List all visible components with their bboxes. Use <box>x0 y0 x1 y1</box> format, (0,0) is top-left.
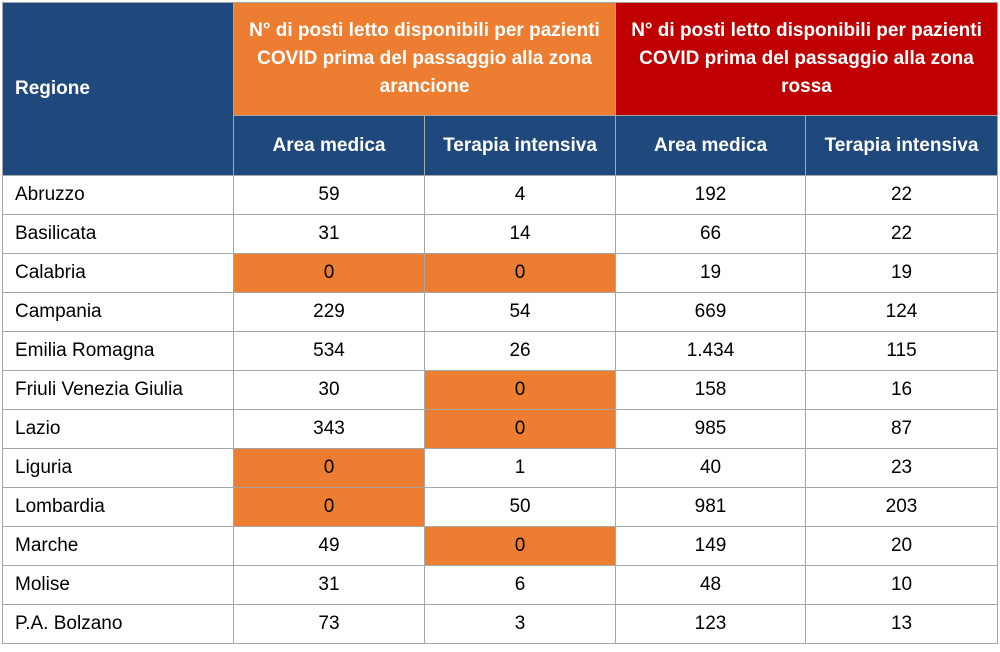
orange-area-medica-cell: 49 <box>233 526 425 566</box>
table-row: Liguria 0 1 40 23 <box>2 448 999 488</box>
red-area-medica-cell: 985 <box>615 409 807 449</box>
red-terapia-intensiva-cell: 13 <box>805 604 999 644</box>
orange-area-medica-header: Area medica <box>233 115 425 176</box>
orange-area-medica-cell: 0 <box>233 448 425 488</box>
red-terapia-intensiva-cell: 203 <box>805 487 999 527</box>
red-area-medica-cell: 19 <box>615 253 807 293</box>
red-area-medica-cell: 123 <box>615 604 807 644</box>
orange-terapia-intensiva-cell: 0 <box>423 526 617 566</box>
table-row: Molise 31 6 48 10 <box>2 565 999 605</box>
orange-area-medica-cell: 30 <box>233 370 425 410</box>
orange-terapia-intensiva-cell: 0 <box>423 409 617 449</box>
region-cell: Abruzzo <box>2 175 234 215</box>
region-cell: Campania <box>2 292 234 332</box>
red-area-medica-cell: 981 <box>615 487 807 527</box>
region-cell: Molise <box>2 565 234 605</box>
table-row: Lazio 343 0 985 87 <box>2 409 999 449</box>
red-area-medica-cell: 1.434 <box>615 331 807 371</box>
red-area-medica-cell: 40 <box>615 448 807 488</box>
red-terapia-intensiva-cell: 115 <box>805 331 999 371</box>
red-terapia-intensiva-cell: 10 <box>805 565 999 605</box>
orange-terapia-intensiva-cell: 0 <box>423 253 617 293</box>
orange-terapia-intensiva-cell: 54 <box>423 292 617 332</box>
orange-area-medica-cell: 31 <box>233 214 425 254</box>
orange-terapia-intensiva-cell: 14 <box>423 214 617 254</box>
region-cell: Lombardia <box>2 487 234 527</box>
red-terapia-intensiva-header: Terapia intensiva <box>805 115 999 176</box>
orange-area-medica-cell: 73 <box>233 604 425 644</box>
orange-area-medica-cell: 31 <box>233 565 425 605</box>
red-terapia-intensiva-cell: 16 <box>805 370 999 410</box>
red-area-medica-cell: 48 <box>615 565 807 605</box>
orange-terapia-intensiva-header: Terapia intensiva <box>423 115 617 176</box>
red-terapia-intensiva-cell: 23 <box>805 448 999 488</box>
table-row: Campania 229 54 669 124 <box>2 292 999 332</box>
red-terapia-intensiva-cell: 22 <box>805 175 999 215</box>
region-cell: Emilia Romagna <box>2 331 234 371</box>
red-terapia-intensiva-cell: 20 <box>805 526 999 566</box>
red-area-medica-cell: 158 <box>615 370 807 410</box>
table-row: Friuli Venezia Giulia 30 0 158 16 <box>2 370 999 410</box>
orange-terapia-intensiva-cell: 0 <box>423 370 617 410</box>
table-row: Marche 49 0 149 20 <box>2 526 999 566</box>
red-area-medica-header: Area medica <box>615 115 807 176</box>
orange-terapia-intensiva-cell: 1 <box>423 448 617 488</box>
orange-terapia-intensiva-cell: 6 <box>423 565 617 605</box>
orange-terapia-intensiva-cell: 26 <box>423 331 617 371</box>
orange-area-medica-cell: 534 <box>233 331 425 371</box>
region-cell: Basilicata <box>2 214 234 254</box>
red-terapia-intensiva-cell: 87 <box>805 409 999 449</box>
region-cell: Liguria <box>2 448 234 488</box>
orange-area-medica-cell: 0 <box>233 487 425 527</box>
red-area-medica-cell: 149 <box>615 526 807 566</box>
red-terapia-intensiva-cell: 22 <box>805 214 999 254</box>
orange-terapia-intensiva-cell: 3 <box>423 604 617 644</box>
red-area-medica-cell: 192 <box>615 175 807 215</box>
table-header: Regione N° di posti letto disponibili pe… <box>2 2 999 176</box>
red-area-medica-cell: 66 <box>615 214 807 254</box>
region-cell: Friuli Venezia Giulia <box>2 370 234 410</box>
table-row: Basilicata 31 14 66 22 <box>2 214 999 254</box>
orange-terapia-intensiva-cell: 50 <box>423 487 617 527</box>
region-cell: Marche <box>2 526 234 566</box>
orange-area-medica-cell: 59 <box>233 175 425 215</box>
region-header: Regione <box>2 2 234 176</box>
table-row: Lombardia 0 50 981 203 <box>2 487 999 527</box>
region-cell: Lazio <box>2 409 234 449</box>
orange-terapia-intensiva-cell: 4 <box>423 175 617 215</box>
table-row: Emilia Romagna 534 26 1.434 115 <box>2 331 999 371</box>
orange-area-medica-cell: 0 <box>233 253 425 293</box>
table-row: Calabria 0 0 19 19 <box>2 253 999 293</box>
orange-area-medica-cell: 229 <box>233 292 425 332</box>
red-zone-header: N° di posti letto disponibili per pazien… <box>615 2 999 116</box>
red-terapia-intensiva-cell: 19 <box>805 253 999 293</box>
region-cell: P.A. Bolzano <box>2 604 234 644</box>
red-area-medica-cell: 669 <box>615 292 807 332</box>
table-row: Abruzzo 59 4 192 22 <box>2 175 999 215</box>
table-body: Abruzzo 59 4 192 22 Basilicata 31 14 66 22 Calabri… <box>2 175 999 644</box>
red-terapia-intensiva-cell: 124 <box>805 292 999 332</box>
orange-zone-header: N° di posti letto disponibili per pazien… <box>232 2 617 116</box>
region-cell: Calabria <box>2 253 234 293</box>
orange-area-medica-cell: 343 <box>233 409 425 449</box>
table-row: P.A. Bolzano 73 3 123 13 <box>2 604 999 644</box>
